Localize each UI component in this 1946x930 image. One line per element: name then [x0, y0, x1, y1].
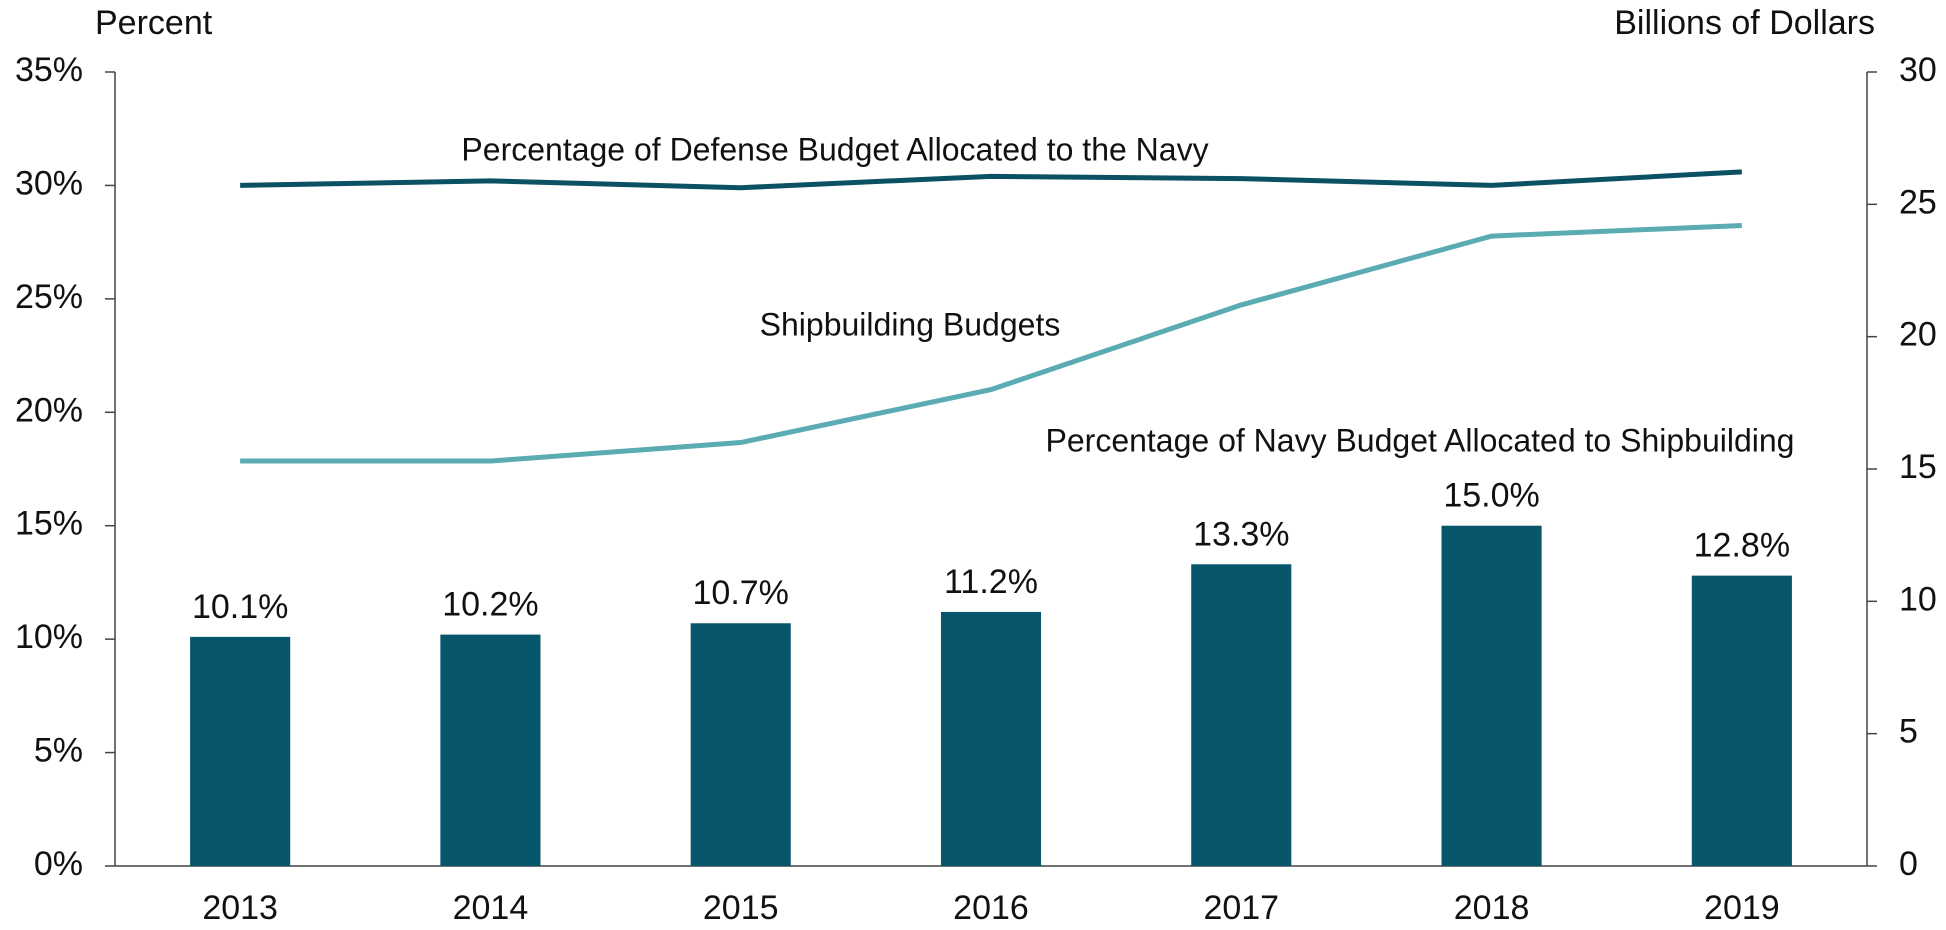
x-tick-label: 2013 — [202, 889, 278, 927]
y-axis-title: Percent — [95, 4, 213, 42]
bar — [190, 636, 291, 866]
y2-tick-label: 20 — [1899, 316, 1937, 354]
y2-axis-title: Billions of Dollars — [1614, 4, 1875, 42]
series-label: Percentage of Defense Budget Allocated t… — [461, 131, 1208, 167]
x-tick-label: 2018 — [1454, 889, 1530, 927]
bar-value-label: 15.0% — [1443, 477, 1539, 515]
bar — [690, 623, 791, 866]
y-tick-label: 20% — [15, 391, 83, 429]
y-tick-label: 5% — [34, 732, 83, 770]
y2-tick-label: 10 — [1899, 580, 1937, 618]
series-label: Shipbuilding Budgets — [760, 306, 1061, 342]
bar-value-label: 10.1% — [192, 588, 288, 626]
bar-value-label: 12.8% — [1694, 527, 1790, 565]
bar-value-label: 10.2% — [442, 586, 538, 624]
x-tick-label: 2017 — [1203, 889, 1279, 927]
y2-tick-label: 25 — [1899, 183, 1937, 221]
y-tick-label: 25% — [15, 278, 83, 316]
bar — [440, 634, 541, 866]
x-tick-label: 2015 — [703, 889, 779, 927]
line — [240, 223, 1742, 464]
bar — [1441, 525, 1542, 866]
line — [240, 169, 1742, 191]
x-tick-label: 2016 — [953, 889, 1029, 927]
bar — [1691, 575, 1792, 866]
y2-tick-label: 15 — [1899, 448, 1937, 486]
y-tick-label: 10% — [15, 618, 83, 656]
y2-tick-label: 5 — [1899, 713, 1918, 751]
y2-tick-label: 0 — [1899, 845, 1918, 883]
bar-value-label: 13.3% — [1193, 515, 1289, 553]
y-tick-label: 35% — [15, 51, 83, 89]
y-tick-label: 15% — [15, 505, 83, 543]
bar — [1191, 564, 1292, 866]
y2-tick-label: 30 — [1899, 51, 1937, 89]
y-tick-label: 30% — [15, 164, 83, 202]
bar — [940, 611, 1042, 866]
series-label: Percentage of Navy Budget Allocated to S… — [1046, 422, 1795, 458]
bar-value-label: 11.2% — [944, 563, 1038, 601]
y-tick-label: 0% — [34, 845, 83, 883]
x-tick-label: 2019 — [1704, 889, 1780, 927]
x-tick-label: 2014 — [453, 889, 529, 927]
bar-value-label: 10.7% — [693, 574, 789, 612]
